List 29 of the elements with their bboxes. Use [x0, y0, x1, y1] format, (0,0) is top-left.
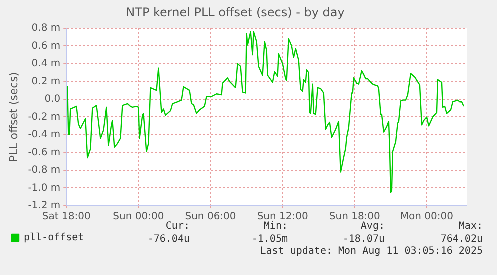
- text: Min:: [264, 221, 288, 232]
- y-tick-label: -0.6 m: [28, 147, 61, 158]
- y-tick-label: 0.2 m: [32, 76, 61, 88]
- text: -18.07u: [342, 234, 385, 245]
- x-tick-label: Mon 00:00: [400, 212, 454, 223]
- text: Max:: [458, 221, 483, 232]
- text: 764.02u: [440, 234, 483, 245]
- y-tick-label: -0.2 m: [28, 112, 61, 123]
- y-tick-label: -0.4 m: [28, 130, 61, 141]
- x-tick-label: Sun 12:00: [257, 212, 308, 223]
- y-tick-label: 0.4 m: [32, 58, 61, 70]
- y-axis-title: PLL offset (secs): [7, 72, 20, 162]
- y-tick-label: 0.0: [44, 94, 61, 106]
- y-tick-label: -0.8 m: [28, 165, 61, 176]
- x-tick-label: Sun 00:00: [113, 212, 164, 223]
- y-tick-label: -1.0 m: [28, 182, 61, 194]
- x-tick-label: Sat 18:00: [42, 212, 91, 223]
- y-tick-label: 0.8 m: [32, 22, 61, 34]
- text: -1.05m: [252, 234, 288, 245]
- y-tick-label: 0.6 m: [32, 40, 61, 52]
- y-tick-label: -1.2 m: [28, 200, 61, 212]
- legend-label: pll-offset: [24, 232, 84, 244]
- text: -76.04u: [148, 234, 190, 245]
- chart-title: NTP kernel PLL offset (secs) - by day: [126, 5, 345, 20]
- x-tick-label: Sun 06:00: [185, 212, 236, 223]
- text: Cur:: [166, 221, 190, 232]
- text: Last update: Mon Aug 11 03:05:16 2025: [260, 246, 483, 257]
- x-tick-label: Sun 18:00: [329, 212, 380, 223]
- text: Avg:: [360, 221, 385, 232]
